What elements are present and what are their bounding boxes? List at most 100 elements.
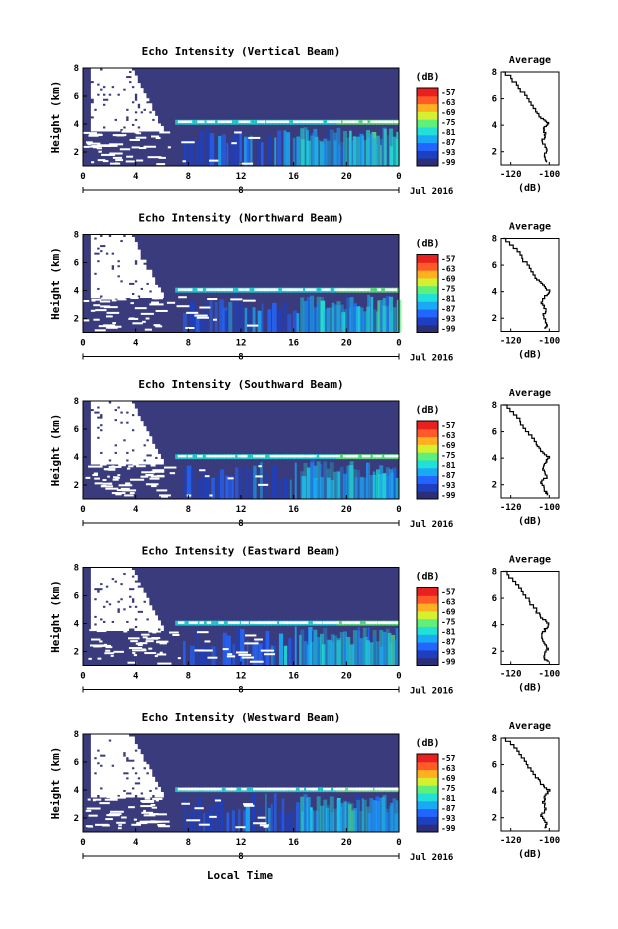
echo-layer <box>234 287 239 293</box>
nodata-cell <box>125 789 130 793</box>
colorbar-swatch <box>417 158 438 167</box>
nodata-cell <box>108 453 112 457</box>
nodata-cell <box>111 65 115 69</box>
nodata-layer-segment <box>321 288 329 291</box>
echo-streak <box>203 642 206 666</box>
nodata-cell <box>116 244 121 248</box>
nodata-speck <box>115 493 122 496</box>
nodata-cell <box>93 231 98 235</box>
nodata-cell <box>145 769 150 773</box>
colorbar-frame <box>416 87 439 167</box>
nodata-cell <box>108 605 112 609</box>
nodata-cell <box>140 120 144 124</box>
nodata-cell <box>96 85 101 89</box>
nodata-cell <box>140 759 144 763</box>
nodata-cell <box>128 249 132 253</box>
nodata-cell <box>131 279 135 283</box>
echo-streak <box>252 642 257 666</box>
nodata-cell <box>96 451 101 455</box>
nodata-cell <box>111 423 115 427</box>
nodata-cell <box>105 431 109 435</box>
nodata-cell <box>134 744 138 748</box>
nodata-cell <box>102 431 106 435</box>
echo-streak <box>270 803 273 832</box>
nodata-cell <box>93 408 98 412</box>
echo-streak <box>228 301 233 333</box>
nodata-cell <box>125 80 130 84</box>
nodata-cell <box>99 766 103 770</box>
x-tick-label: 20 <box>341 172 352 182</box>
nodata-cell <box>128 272 132 276</box>
nodata-cell <box>131 254 135 258</box>
nodata-cell <box>114 602 118 606</box>
nodata-layer-segment <box>257 120 266 123</box>
nodata-cell <box>93 125 98 129</box>
nodata-cell <box>154 627 159 631</box>
nodata-cell <box>122 731 127 735</box>
nodata-cell <box>111 590 115 594</box>
nodata-cell <box>119 277 124 281</box>
nodata-cell <box>122 78 127 82</box>
nodata-speck <box>213 318 217 321</box>
nodata-cell <box>145 269 150 273</box>
nodata-cell <box>90 423 95 427</box>
nodata-layer-segment <box>241 787 247 791</box>
nodata-cell <box>131 433 135 437</box>
nodata-speck <box>153 297 159 300</box>
nodata-layer-segment <box>365 787 373 791</box>
echo-streak <box>326 477 331 499</box>
nodata-cell <box>102 421 106 425</box>
nodata-cell <box>128 257 132 261</box>
nodata-cell <box>125 433 130 437</box>
nodata-speck <box>91 145 102 148</box>
nodata-cell <box>131 247 135 251</box>
nodata-cell <box>102 438 106 442</box>
nodata-cell <box>134 622 138 626</box>
nodata-cell <box>99 759 103 763</box>
date-suffix: Jul 2016 <box>410 687 453 697</box>
nodata-cell <box>90 741 95 745</box>
nodata-cell <box>111 274 115 278</box>
echo-glow <box>310 295 315 333</box>
nodata-layer-segment <box>257 621 271 624</box>
nodata-cell <box>131 277 135 281</box>
echo-glow <box>316 296 321 333</box>
nodata-cell <box>145 779 150 783</box>
echo-streak <box>281 798 285 832</box>
nodata-cell <box>111 451 115 455</box>
nodata-cell <box>108 615 112 619</box>
x-tick-label: 0 <box>396 672 401 682</box>
nodata-cell <box>108 284 112 288</box>
nodata-cell <box>105 615 109 619</box>
nodata-cell <box>90 70 95 74</box>
nodata-cell <box>137 269 141 273</box>
nodata-cell <box>102 436 106 440</box>
nodata-cell <box>99 247 103 251</box>
nodata-cell <box>99 620 103 624</box>
nodata-cell <box>143 431 147 435</box>
nodata-cell <box>128 408 132 412</box>
nodata-cell <box>114 734 118 738</box>
nodata-cell <box>128 776 132 780</box>
nodata-layer-segment <box>276 120 288 123</box>
nodata-layer-segment <box>309 288 317 291</box>
nodata-speck <box>222 648 229 651</box>
nodata-cell <box>111 75 115 79</box>
nodata-cell <box>90 731 95 735</box>
nodata-cell <box>134 791 138 795</box>
nodata-cell <box>111 292 115 296</box>
nodata-cell <box>99 453 103 457</box>
nodata-cell <box>119 103 124 107</box>
nodata-speck <box>132 651 136 654</box>
nodata-cell <box>137 615 141 619</box>
nodata-cell <box>93 413 98 417</box>
nodata-cell <box>125 572 130 576</box>
nodata-cell <box>122 575 127 579</box>
nodata-cell <box>90 754 95 758</box>
nodata-cell <box>140 108 144 112</box>
nodata-cell <box>128 83 132 87</box>
nodata-cell <box>119 461 124 465</box>
nodata-cell <box>125 592 130 596</box>
nodata-cell <box>105 776 109 780</box>
nodata-cell <box>111 237 115 241</box>
